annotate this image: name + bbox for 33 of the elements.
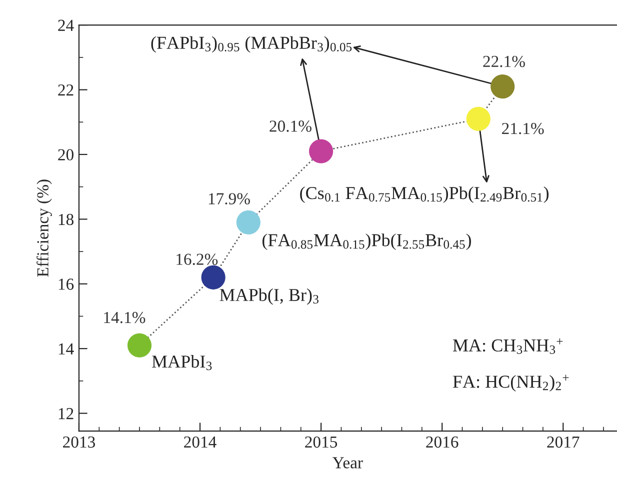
y-tick-label: 16 [58, 278, 74, 290]
point [236, 210, 260, 234]
point [490, 74, 515, 99]
y-tick-label: 14 [58, 343, 74, 354]
y-tick-label: 22 [58, 84, 74, 96]
x-tick-label: 2017 [547, 436, 580, 448]
annotation: (FAPbI$_{3}$)$_{0.95}$ (MAPbBr$_{3}$)$_{0.05}$ [151, 36, 352, 53]
y-axis-title: Efficiency (%) [36, 180, 52, 277]
text: (FA$_{0.85}$MA$_{0.15}$)Pb(I$_{2.55}$Br$_{0.45}$) [262, 234, 471, 250]
annotation: FA: HC(NH$_{2}$)$_{2}$$^{+}$ [452, 374, 569, 392]
annotation: MAPbI$_{3}$ [152, 354, 212, 370]
x-tick-label: 2013 [63, 436, 95, 448]
annotation: MA: CH$_{3}$NH$_{3}$$^{+}$ [452, 338, 563, 354]
annotation: MAPb(I, Br)$_{3}$ [220, 288, 318, 305]
point [201, 265, 226, 290]
data-label: 14.1% [104, 312, 146, 324]
x-tick-label: 2016 [426, 436, 458, 448]
point [127, 333, 152, 358]
x-axis-title: Year [332, 457, 363, 468]
x-tick-label: 2015 [305, 436, 338, 448]
y-tick-label: 18 [58, 214, 74, 226]
x-tick-label: 2014 [184, 436, 216, 448]
y-tick-label: 20 [58, 149, 74, 160]
point [309, 139, 334, 164]
data-label: 22.1% [483, 56, 525, 68]
y-tick-label: 24 [58, 20, 74, 31]
text: (Cs$_{0.1}$ FA$_{0.75}$MA$_{0.15}$)Pb(I$_{2.49}$Br$_{0.51}$) [300, 186, 549, 203]
point [466, 106, 490, 131]
data-label: 17.9% [208, 193, 250, 204]
data-label: 16.2% [176, 254, 218, 265]
data-label: 20.1% [270, 120, 312, 132]
data-label: 21.1% [502, 122, 544, 134]
y-tick-label: 12 [58, 408, 74, 420]
